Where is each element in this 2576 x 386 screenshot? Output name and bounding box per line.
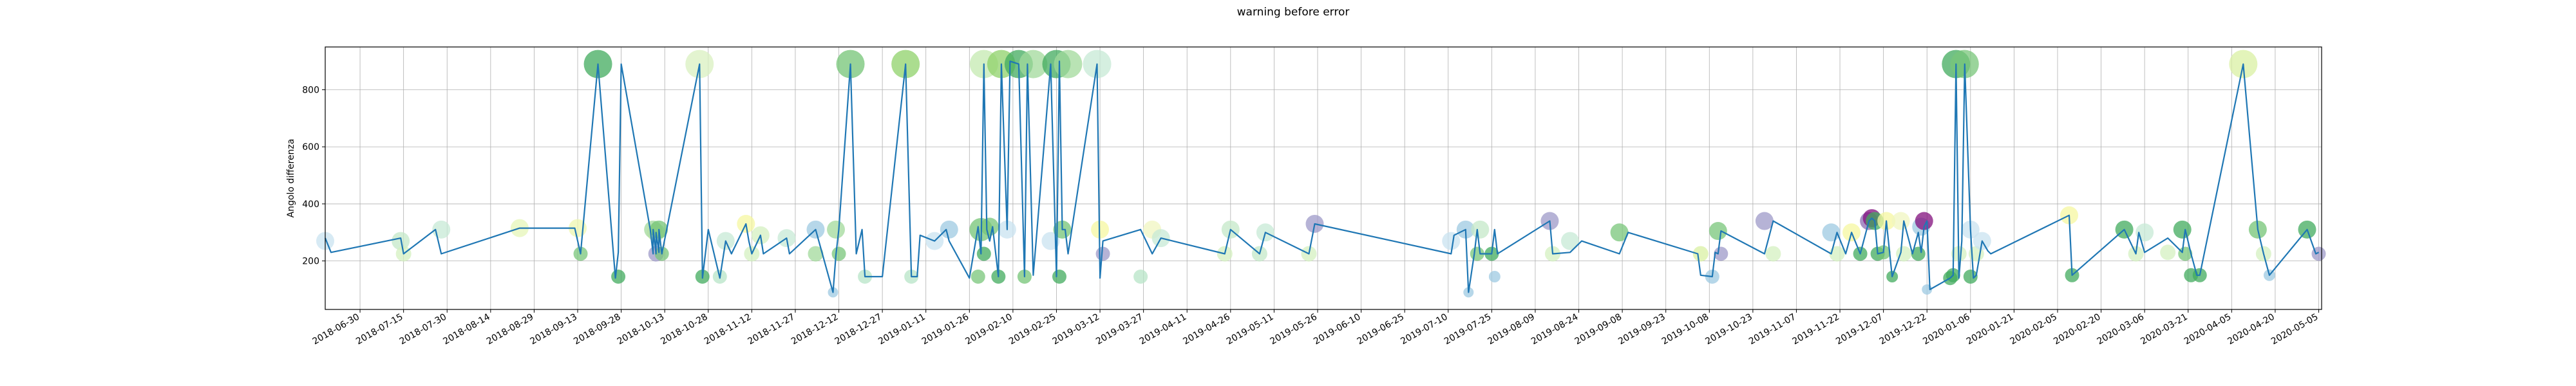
scatter-point [1560,232,1579,250]
x-tick-label: 2020-01-21 [1965,312,2015,347]
x-tick-label: 2019-01-26 [920,312,971,347]
scatter-point [1714,246,1728,261]
scatter-point [611,270,626,284]
scatter-point [1019,50,1048,78]
scatter-point [1442,232,1461,250]
y-axis: 200 400 600 800 [302,86,325,267]
x-tick-label: 2019-02-10 [963,312,1014,347]
x-tick-label: 2019-03-27 [1094,312,1144,347]
scatter-point [1488,271,1501,282]
scatter-point [1915,212,1933,230]
x-tick-label: 2019-10-23 [1703,312,1754,347]
x-tick-label: 2018-10-28 [659,312,709,347]
x-tick-label: 2019-08-24 [1530,312,1580,347]
x-axis: 2018-06-302018-07-152018-07-302018-08-14… [311,309,2320,347]
scatter-point [1709,222,1727,241]
x-tick-label: 2019-12-22 [1878,312,1928,347]
scatter-point [2173,220,2192,239]
scatter-point [2178,246,2193,261]
x-tick-label: 2019-04-26 [1181,312,1232,347]
x-tick-label: 2020-03-06 [2096,312,2146,347]
x-tick-label: 2019-01-11 [876,312,927,347]
x-tick-label: 2019-09-08 [1573,312,1624,347]
x-tick-label: 2019-03-12 [1051,312,1101,347]
x-tick-label: 2019-02-25 [1007,312,1057,347]
x-tick-label: 2018-06-30 [311,312,361,347]
x-tick-label: 2018-08-14 [441,312,492,347]
grid-lines [325,47,2322,309]
x-tick-label: 2019-06-25 [1356,312,1406,347]
scatter-point [971,270,985,284]
x-tick-label: 2020-03-21 [2139,312,2189,347]
x-tick-label: 2019-12-07 [1834,312,1884,347]
x-tick-label: 2019-11-07 [1747,312,1797,347]
scatter-point [940,220,958,239]
chart-title: warning before error [1237,6,1350,19]
y-tick-label: 800 [302,86,319,96]
x-tick-label: 2019-05-11 [1225,312,1275,347]
x-tick-label: 2020-01-06 [1921,312,1972,347]
x-tick-label: 2020-02-20 [2052,312,2102,347]
scatter-point [1054,50,1083,78]
x-tick-label: 2018-11-27 [746,312,796,347]
x-tick-label: 2018-07-30 [398,312,448,347]
y-tick-label: 400 [302,199,319,210]
scatter-point [1610,223,1629,242]
x-tick-label: 2018-08-29 [485,312,535,347]
scatter-point [1471,220,1490,239]
x-tick-label: 2020-04-20 [2226,312,2276,347]
y-tick-label: 200 [302,257,319,267]
scatter-point [1891,212,1910,230]
scatter-point [1692,246,1709,262]
x-tick-label: 2019-08-09 [1486,312,1536,347]
x-tick-label: 2020-02-05 [2008,312,2058,347]
x-tick-label: 2019-06-10 [1312,312,1362,347]
x-tick-label: 2018-12-27 [833,312,884,347]
y-axis-label: Angolo differenza [286,139,296,218]
x-tick-label: 2019-11-22 [1791,312,1841,347]
x-tick-label: 2019-09-23 [1616,312,1667,347]
x-tick-label: 2019-07-10 [1399,312,1449,347]
x-tick-label: 2019-10-08 [1660,312,1710,347]
x-tick-label: 2018-09-13 [529,312,579,347]
x-tick-label: 2020-04-05 [2183,312,2233,347]
scatter-point [1755,212,1774,230]
scatter-point [1133,270,1148,284]
x-tick-label: 2019-04-11 [1138,312,1188,347]
x-tick-label: 2020-05-05 [2269,312,2320,347]
scatter-point [808,246,824,262]
scatter-point [831,246,846,261]
scatter-point [2160,244,2176,261]
x-tick-label: 2018-07-15 [354,312,404,347]
plot-frame [325,46,2322,310]
scatter-point [976,246,991,261]
scatter-point [1052,270,1066,284]
series-line [324,60,2319,293]
scatter-point [980,217,999,236]
x-tick-label: 2018-12-12 [790,312,840,347]
x-tick-label: 2019-07-25 [1443,312,1493,347]
x-tick-label: 2018-10-13 [616,312,666,347]
scatter-point [1765,246,1781,262]
y-tick-label: 600 [302,142,319,152]
x-tick-label: 2018-09-28 [572,312,622,347]
series-polyline [324,60,2319,293]
x-tick-label: 2019-05-26 [1269,312,1320,347]
scatter-point [1963,270,1978,284]
x-tick-label: 2018-11-12 [703,312,753,347]
scatter-point [1829,246,1845,262]
scatter-point [1896,246,1912,262]
scatter-point [827,220,846,239]
